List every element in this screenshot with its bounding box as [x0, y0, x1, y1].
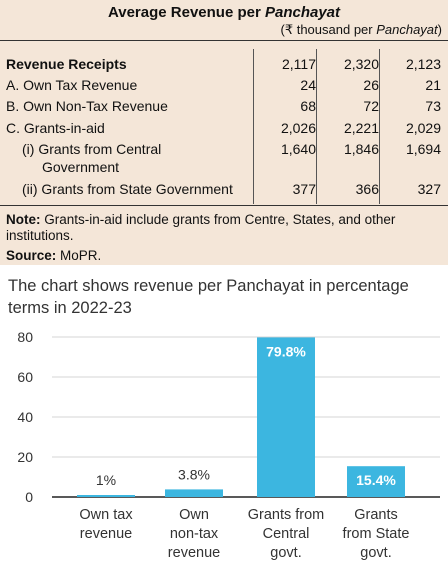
table-note: Note: Grants-in-aid include grants from … — [6, 212, 396, 243]
x-tick-label: non-tax — [170, 526, 219, 542]
data-label: 3.8% — [178, 466, 210, 482]
x-tick-label: Grants from — [248, 507, 325, 523]
header-rule — [0, 40, 448, 41]
x-tick-label: govt. — [360, 545, 391, 561]
bar — [257, 337, 315, 497]
x-tick-label: govt. — [270, 545, 301, 561]
x-tick-label: Own — [179, 507, 209, 523]
revenue-table: Average Revenue per Panchayat (₹ thousan… — [0, 0, 448, 265]
x-tick-label: Grants — [354, 507, 398, 523]
x-tick-label: from State — [343, 526, 410, 542]
x-tick-label: Own tax — [79, 507, 133, 523]
column-divider — [379, 49, 380, 204]
column-divider — [316, 49, 317, 204]
data-label: 15.4% — [356, 472, 396, 488]
y-tick-label: 0 — [25, 489, 33, 505]
x-tick-label: revenue — [168, 545, 220, 561]
x-tick-label: revenue — [80, 526, 132, 542]
y-tick-label: 60 — [17, 369, 33, 385]
bar — [347, 466, 405, 497]
bar — [165, 489, 223, 497]
column-divider — [253, 49, 254, 204]
table-source: Source: MoPR. — [6, 248, 102, 263]
chart-title: The chart shows revenue per Panchayat in… — [8, 277, 409, 317]
table-unit: (₹ thousand per Panchayat) — [280, 22, 443, 37]
y-tick-label: 40 — [17, 409, 33, 425]
data-label: 79.8% — [266, 343, 306, 359]
footer-rule — [0, 205, 448, 206]
table-title: Average Revenue per Panchayat — [107, 4, 341, 21]
bar — [77, 495, 135, 497]
x-tick-label: Central — [263, 526, 310, 542]
y-tick-label: 80 — [17, 329, 33, 345]
data-label: 1% — [96, 472, 116, 488]
y-tick-label: 20 — [17, 449, 33, 465]
